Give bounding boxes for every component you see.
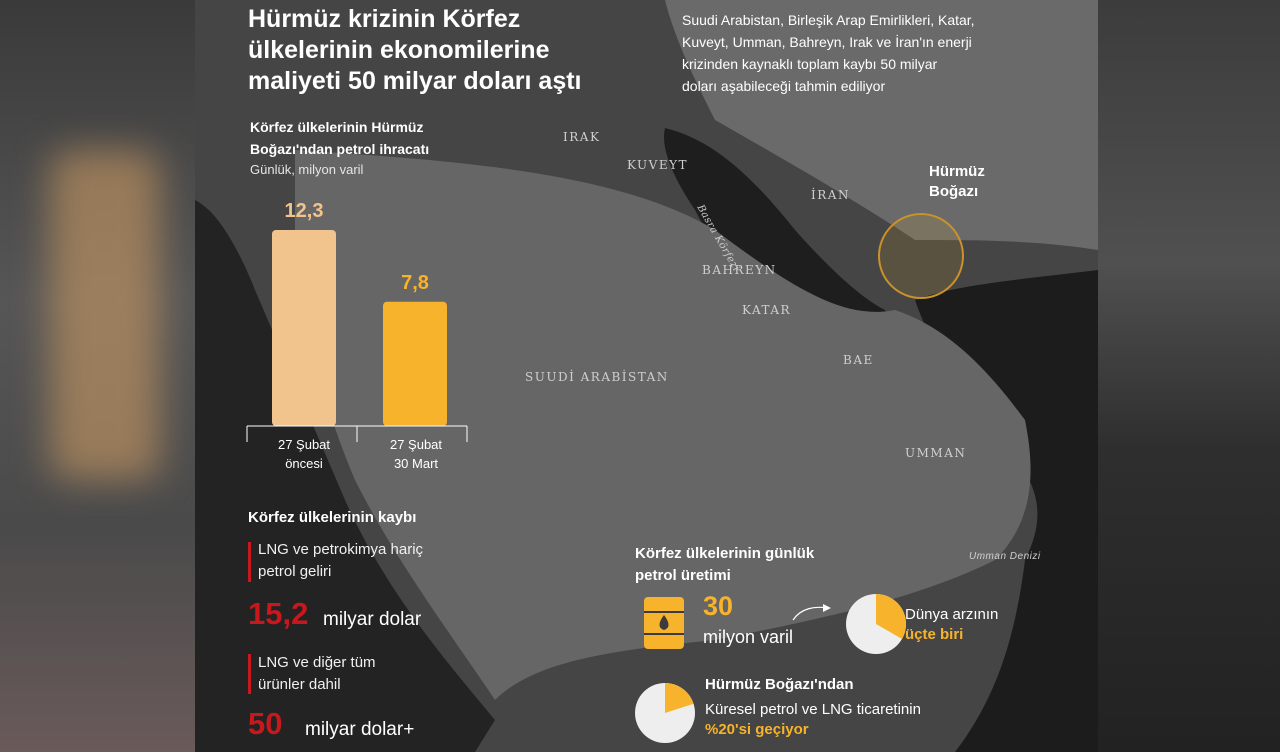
loss-label-line: LNG ve petrokimya hariç xyxy=(258,541,424,558)
loss-label-line: petrol geliri xyxy=(258,563,332,580)
chart-title: Körfez ülkelerinin Hürmüz Boğazı'ndan pe… xyxy=(250,116,530,160)
map-label-bahreyn: BAHREYN xyxy=(702,263,777,277)
persian-gulf-water xyxy=(664,128,887,345)
production-title: Körfez ülkelerinin günlük petrol üretimi xyxy=(635,543,814,587)
iran-land xyxy=(665,0,1098,250)
bar-category-label-1: 27 Şubat öncesi xyxy=(259,435,349,473)
hormuz-trade-text: Küresel petrol ve LNG ticaretinin %20'si… xyxy=(705,700,921,740)
headline-line: maliyeti 50 milyar doları aştı xyxy=(248,67,582,95)
hormuz-trade-pie xyxy=(635,683,695,743)
production-title-line: Körfez ülkelerinin günlük xyxy=(635,545,815,562)
hormuz-trade-title: Hürmüz Boğazı'ndan xyxy=(705,676,854,693)
bar-1 xyxy=(272,230,336,426)
world-supply-value: üçte biri xyxy=(905,626,964,643)
world-supply-text: Dünya arzının xyxy=(905,606,999,623)
loss-value-2: 50 xyxy=(248,706,283,741)
hormuz-strait-label: Hürmüz Boğazı xyxy=(929,162,985,202)
headline: Hürmüz krizinin Körfez ülkelerinin ekono… xyxy=(248,4,648,97)
category-line: 27 Şubat xyxy=(389,437,443,452)
bar-2 xyxy=(383,301,447,426)
map-label-umman: UMMAN xyxy=(905,446,967,460)
arabian-peninsula-land xyxy=(295,150,1031,700)
map-label-suudi-arabistan: SUUDİ ARABİSTAN xyxy=(525,370,669,384)
map-label-umman-denizi: Umman Denizi xyxy=(969,551,1041,562)
map-label-irak: IRAK xyxy=(563,130,601,144)
subhead-line: Kuveyt, Umman, Bahreyn, Irak ve İran'ın … xyxy=(682,34,972,50)
loss-unit-2: milyar dolar+ xyxy=(305,719,415,740)
world-supply-label: Dünya arzının üçte biri xyxy=(905,605,998,645)
chart-title-line: Boğazı'ndan petrol ihracatı xyxy=(250,141,430,157)
map-background xyxy=(195,0,1098,752)
loss-value-1: 15,2 xyxy=(248,596,309,631)
loss-label-line: LNG ve diğer tüm xyxy=(258,654,376,671)
category-line: 30 Mart xyxy=(393,456,439,471)
hormuz-trade-line: Küresel petrol ve LNG ticaretinin xyxy=(705,701,921,718)
subhead-line: krizinden kaynaklı toplam kaybı 50 milya… xyxy=(682,56,938,72)
map-label-katar: KATAR xyxy=(742,303,792,317)
blurred-background-left xyxy=(0,0,195,752)
blurred-background-right xyxy=(1098,0,1280,752)
arrow-icon xyxy=(792,604,831,621)
loss-marker-1 xyxy=(248,542,251,582)
hormuz-highlight-circle xyxy=(878,213,964,299)
infographic-panel: Hürmüz krizinin Körfez ülkelerinin ekono… xyxy=(195,0,1098,752)
headline-line: ülkelerinin ekonomilerine xyxy=(248,36,550,64)
map-label-kuveyt: KUVEYT xyxy=(627,158,689,172)
map-label-bae: BAE xyxy=(843,353,874,367)
loss-label-line: ürünler dahil xyxy=(258,676,341,693)
production-value: 30 xyxy=(703,591,734,621)
category-line: öncesi xyxy=(285,456,323,471)
loss-marker-2 xyxy=(248,654,251,694)
headline-line: Hürmüz krizinin Körfez xyxy=(248,5,521,33)
red-sea-water xyxy=(195,200,495,752)
loss-unit-1: milyar dolar xyxy=(323,609,422,630)
hormuz-line: Hürmüz xyxy=(929,163,985,180)
bar-category-label-2: 27 Şubat 30 Mart xyxy=(371,435,461,473)
losses-title: Körfez ülkelerinin kaybı xyxy=(248,509,417,526)
subheadline: Suudi Arabistan, Birleşik Arap Emirlikle… xyxy=(682,9,1077,97)
hormuz-line: Boğazı xyxy=(929,183,979,200)
subhead-line: Suudi Arabistan, Birleşik Arap Emirlikle… xyxy=(682,12,975,28)
chart-unit-label: Günlük, milyon varil xyxy=(250,162,364,177)
gulf-of-oman-water xyxy=(915,270,1098,752)
production-unit: milyon varil xyxy=(703,627,794,647)
bar-chart-marks xyxy=(272,230,447,426)
loss-label-1: LNG ve petrokimya hariç petrol geliri xyxy=(258,539,423,583)
loss-label-2: LNG ve diğer tüm ürünler dahil xyxy=(258,652,376,696)
bar-value-label-2: 7,8 xyxy=(401,272,429,294)
production-barrel-icon xyxy=(644,597,684,649)
pie-slice xyxy=(665,683,694,713)
production-title-line: petrol üretimi xyxy=(635,567,731,584)
world-supply-pie xyxy=(846,593,907,654)
subhead-line: doları aşabileceği tahmin ediliyor xyxy=(682,78,886,94)
hormuz-trade-value: %20'si geçiyor xyxy=(705,721,809,738)
map-label-iran: İRAN xyxy=(811,188,850,202)
category-line: 27 Şubat xyxy=(277,437,331,452)
chart-title-line: Körfez ülkelerinin Hürmüz xyxy=(250,119,424,135)
bar-value-label-1: 12,3 xyxy=(284,200,324,222)
pie-slice xyxy=(876,593,907,639)
